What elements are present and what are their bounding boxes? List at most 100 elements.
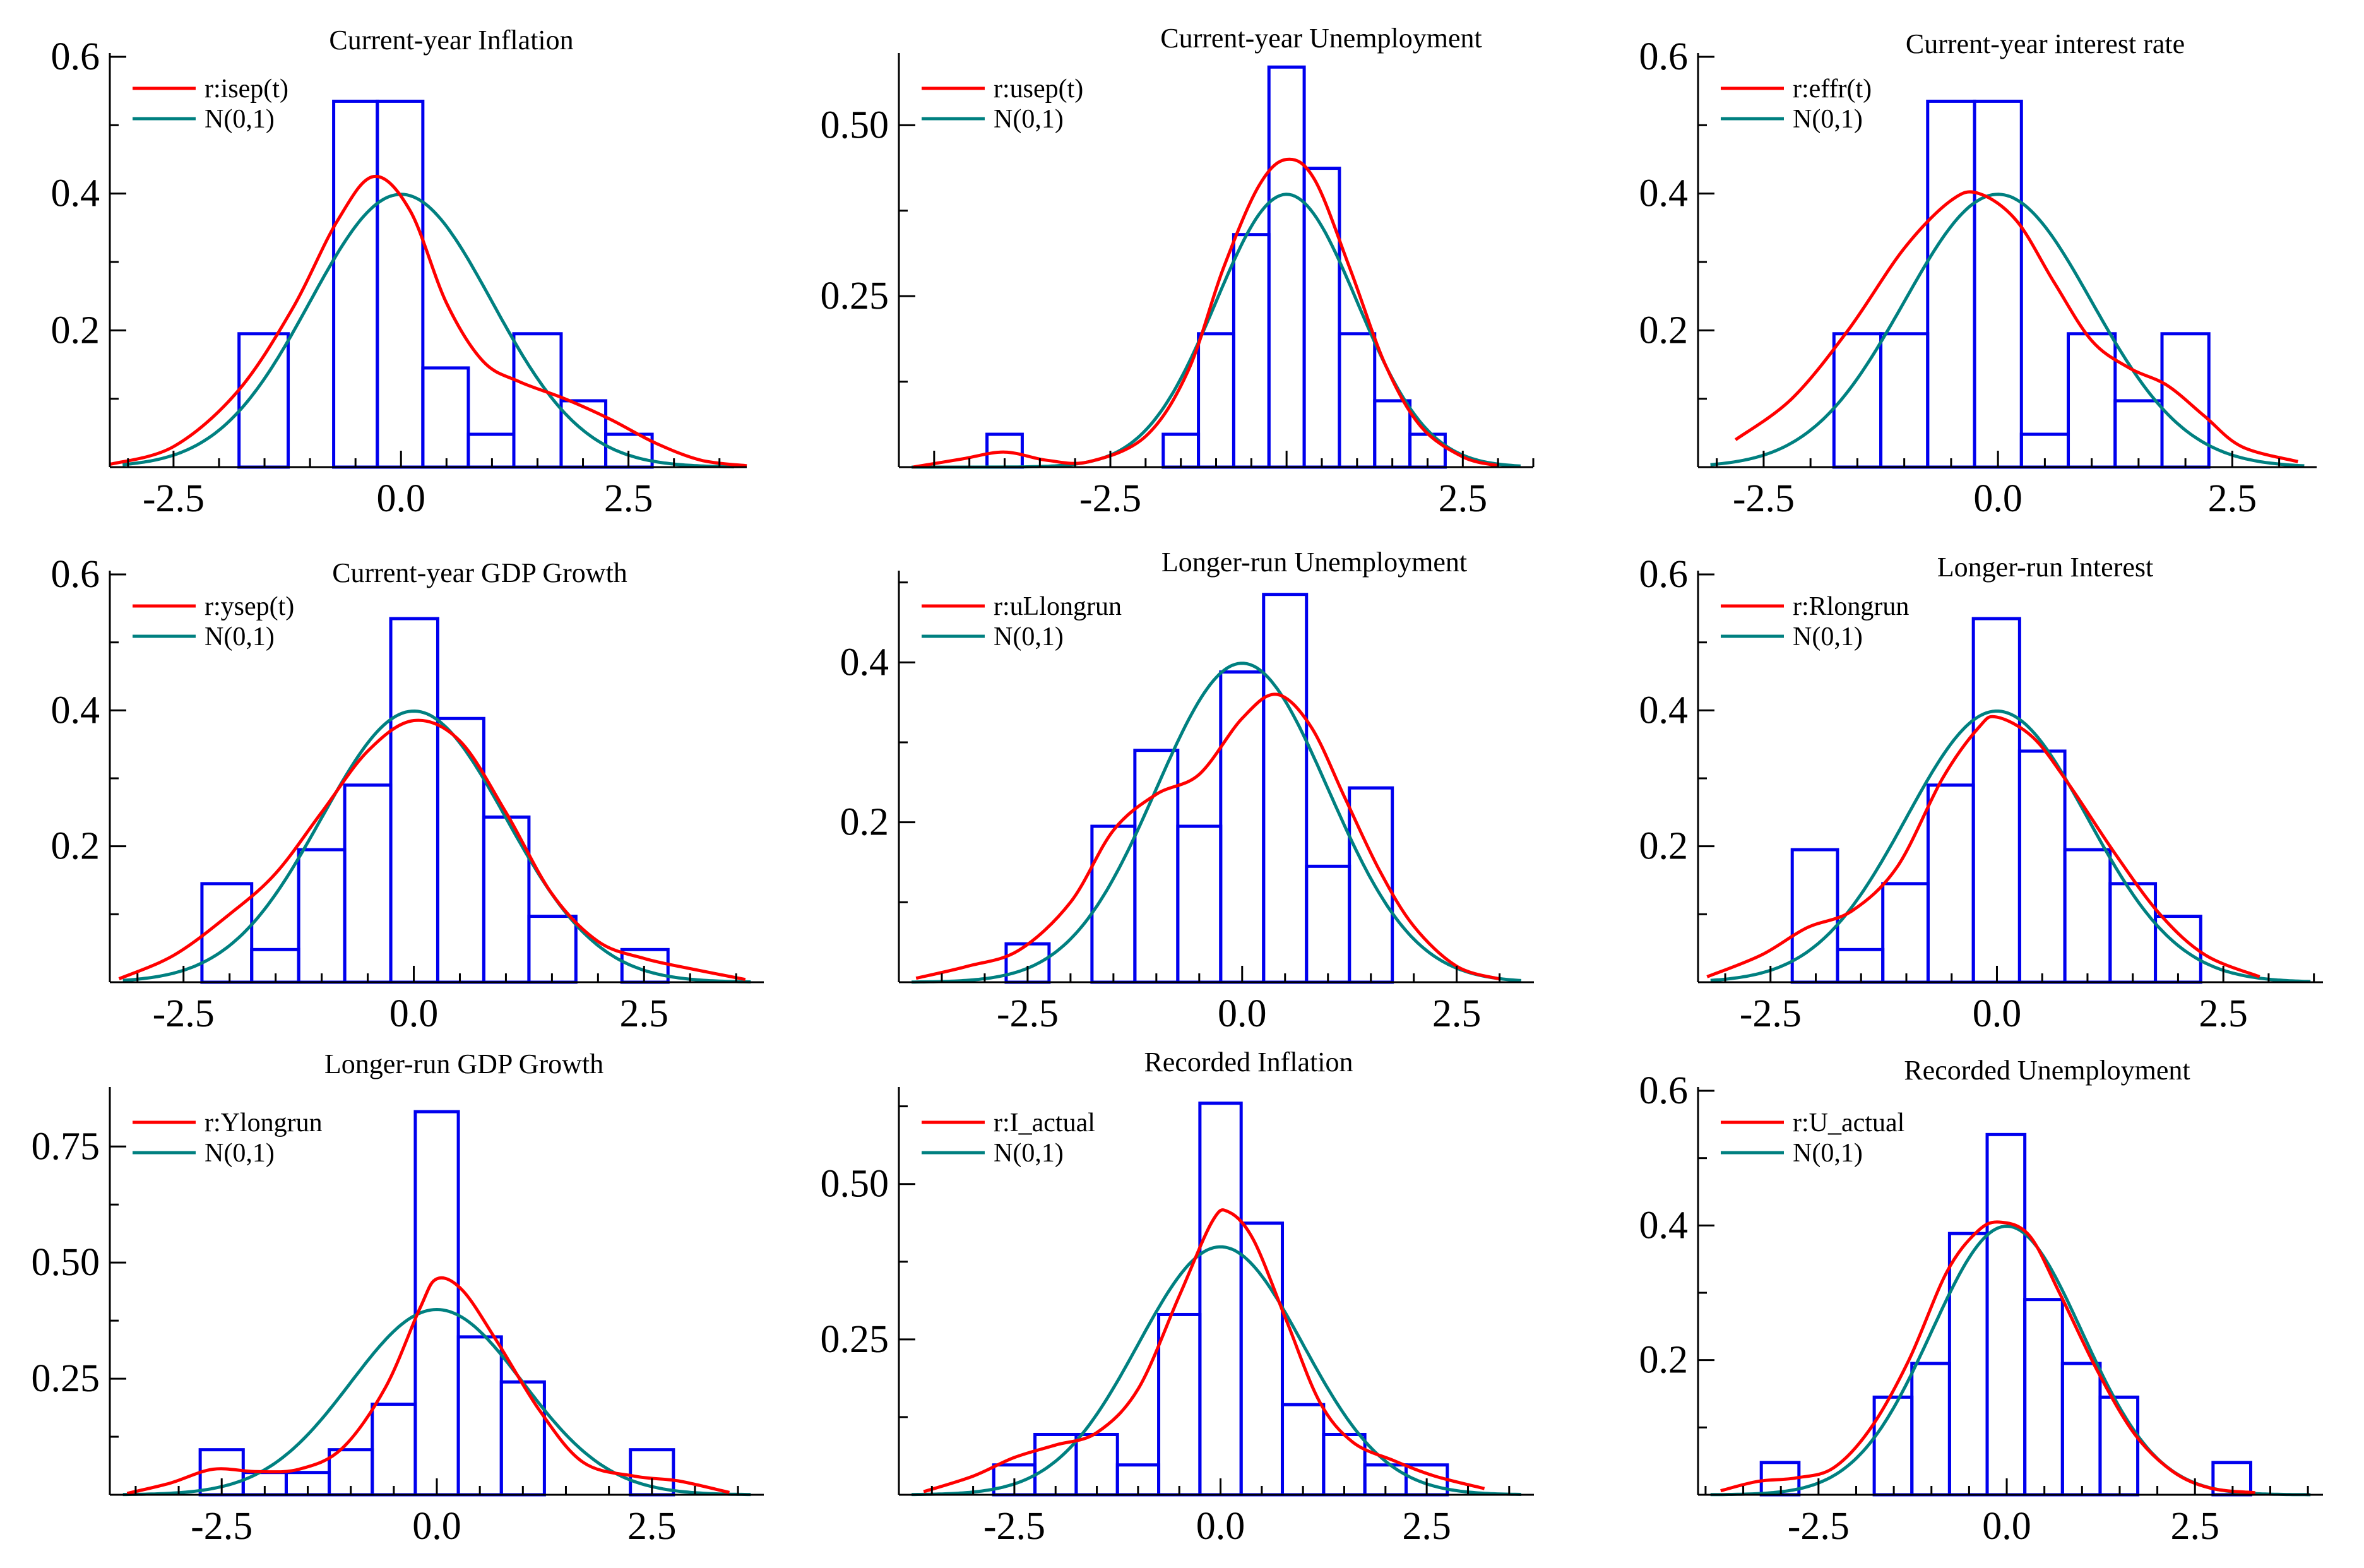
- histogram-bar: [421, 366, 470, 469]
- legend-normal-label: N(0,1): [205, 1139, 275, 1168]
- x-tick-label: 0.0: [1973, 992, 2022, 1035]
- histogram-bar: [1373, 399, 1412, 469]
- legend-normal-label: N(0,1): [1793, 622, 1863, 651]
- histogram-bar: [1879, 332, 1930, 469]
- y-tick-label: 0.50: [821, 104, 889, 146]
- x-tick-label: -2.5: [1079, 477, 1141, 520]
- y-tick-label: 0.4: [1639, 1204, 1689, 1247]
- y-tick-label: 0.4: [51, 689, 100, 732]
- normal-density-curve: [122, 1307, 751, 1497]
- histogram-bar: [1790, 848, 1839, 984]
- histogram-bar: [2063, 848, 2112, 984]
- legend-density-label: r:I_actual: [994, 1108, 1095, 1137]
- panel-9: Recorded Unemployment -2.5 0.0 2.5 0.2 0.4 0.6…: [1639, 1055, 2323, 1548]
- panel-title: Current-year interest rate: [1906, 28, 2185, 59]
- histogram-bar: [2154, 915, 2202, 984]
- x-tick-label: 2.5: [2208, 477, 2257, 520]
- x-tick-label: 2.5: [1432, 992, 1482, 1035]
- y-tick-label: 0.2: [51, 825, 100, 868]
- legend-normal-label: N(0,1): [1793, 1139, 1863, 1168]
- legend-normal-label: N(0,1): [1793, 105, 1863, 134]
- x-tick-label: 2.5: [620, 992, 669, 1035]
- y-tick-label: 0.2: [1639, 825, 1689, 868]
- y-tick-label: 0.50: [32, 1241, 100, 1284]
- normal-density-curve: [912, 662, 1522, 984]
- x-tick-label: -2.5: [997, 992, 1059, 1035]
- panel-title: Recorded Unemployment: [1904, 1055, 2190, 1086]
- histogram-bar: [371, 1403, 417, 1497]
- histogram-bar: [499, 1380, 546, 1497]
- x-tick-label: 0.0: [412, 1505, 461, 1548]
- kernel-density-curve: [126, 1276, 730, 1495]
- normal-density-curve: [912, 193, 1521, 469]
- x-tick-label: -2.5: [1788, 1505, 1850, 1548]
- legend-density-label: r:U_actual: [1793, 1108, 1904, 1137]
- y-tick-label: 0.50: [821, 1163, 889, 1206]
- y-tick-label: 0.25: [32, 1357, 100, 1400]
- y-tick-label: 0.6: [1639, 35, 1689, 78]
- y-tick-label: 0.2: [1639, 309, 1689, 352]
- panel-8: Recorded Inflation -2.5 0.0 2.5 0.25 0.50 r:I_…: [821, 1047, 1534, 1548]
- legend-density-label: r:effr(t): [1793, 74, 1872, 104]
- y-tick-label: 0.6: [51, 553, 100, 596]
- x-tick-label: -2.5: [1740, 992, 1802, 1035]
- panel-title: Longer-run GDP Growth: [324, 1048, 603, 1079]
- histogram-bar: [2060, 1362, 2102, 1497]
- y-tick-label: 0.6: [51, 35, 100, 78]
- x-tick-label: 0.0: [389, 992, 439, 1035]
- panel-3: Current-year interest rate -2.5 0.0 2.5 0.2 0…: [1639, 28, 2317, 520]
- histogram-bar: [297, 848, 347, 984]
- panel-title: Current-year GDP Growth: [332, 557, 627, 588]
- x-tick-label: -2.5: [1733, 477, 1795, 520]
- histogram-bar: [2023, 1298, 2064, 1497]
- panel-title: Longer-run Unemployment: [1161, 547, 1467, 578]
- histogram-bar: [1881, 882, 1930, 984]
- x-tick-label: 0.0: [377, 477, 426, 520]
- x-tick-label: 0.0: [1218, 992, 1267, 1035]
- legend-density-label: r:Rlongrun: [1793, 592, 1909, 621]
- panel-title: Longer-run Interest: [1937, 552, 2153, 583]
- histogram-bar: [2113, 399, 2164, 469]
- histogram-bar: [1947, 1232, 1989, 1497]
- y-tick-label: 0.2: [840, 801, 889, 844]
- histogram-bar: [1197, 332, 1235, 469]
- y-tick-label: 0.25: [821, 1318, 889, 1361]
- normal-density-curve: [1710, 1224, 2311, 1497]
- histogram-bar: [343, 783, 393, 984]
- x-tick-label: 0.0: [1982, 1505, 2031, 1548]
- y-tick-label: 0.2: [51, 309, 100, 352]
- histogram-bar: [332, 99, 379, 469]
- histogram-bar: [1074, 1432, 1119, 1497]
- histogram-bar: [1239, 1221, 1285, 1497]
- legend-density-label: r:uLlongrun: [994, 592, 1122, 621]
- panel-title: Recorded Inflation: [1144, 1047, 1353, 1078]
- x-tick-label: -2.5: [143, 477, 205, 520]
- kernel-density-curve: [1734, 190, 2298, 463]
- legend-normal-label: N(0,1): [994, 622, 1064, 651]
- legend-normal-label: N(0,1): [205, 105, 275, 134]
- histogram-bar: [1281, 1403, 1326, 1497]
- legend-normal-label: N(0,1): [994, 105, 1064, 134]
- histogram-bar: [1302, 167, 1341, 469]
- histogram-bar: [1971, 617, 2021, 984]
- normal-density-curve: [1710, 710, 2311, 983]
- kernel-density-curve: [912, 157, 1499, 469]
- y-tick-label: 0.25: [821, 275, 889, 318]
- histogram-bar: [376, 99, 425, 469]
- y-tick-label: 0.4: [1639, 172, 1689, 215]
- histogram-bar: [559, 399, 608, 469]
- legend-density-label: r:usep(t): [994, 74, 1083, 104]
- y-tick-label: 0.4: [1639, 689, 1689, 732]
- kernel-density-curve: [923, 1208, 1485, 1494]
- histogram-bar: [2017, 749, 2067, 984]
- normal-density-curve: [1710, 193, 2305, 468]
- x-tick-label: 2.5: [604, 477, 653, 520]
- legend-normal-label: N(0,1): [994, 1139, 1064, 1168]
- normal-density-curve: [912, 1245, 1521, 1497]
- histogram-bar: [1910, 1362, 1951, 1497]
- legend-density-label: r:Ylongrun: [205, 1108, 323, 1137]
- panel-6: Longer-run Interest -2.5 0.0 2.5 0.2 0.4 0.6 r:…: [1639, 552, 2323, 1035]
- legend-normal-label: N(0,1): [205, 622, 275, 651]
